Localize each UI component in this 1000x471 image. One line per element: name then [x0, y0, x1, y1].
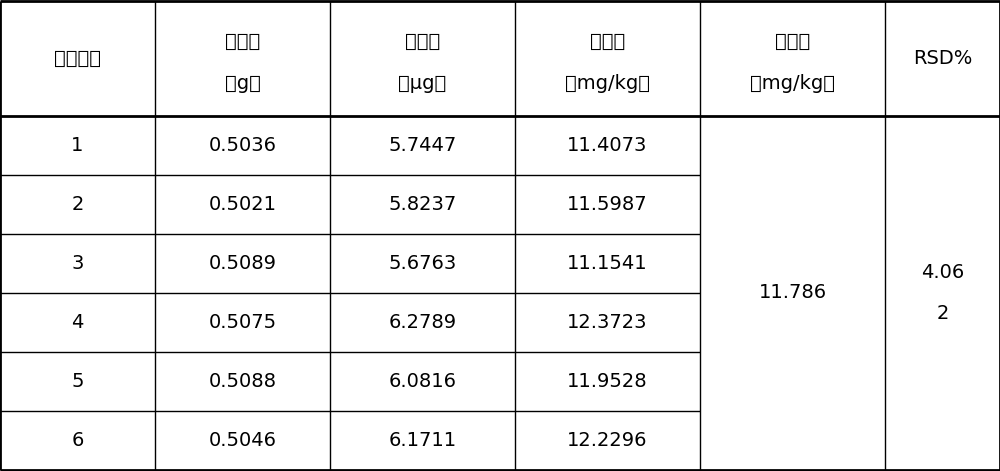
- Text: 铝含量: 铝含量: [590, 32, 625, 51]
- Text: 2: 2: [71, 195, 84, 214]
- Text: 6.1711: 6.1711: [388, 431, 457, 450]
- Text: 11.786: 11.786: [758, 284, 827, 302]
- Text: 11.4073: 11.4073: [567, 136, 648, 155]
- Text: 2: 2: [936, 304, 949, 323]
- Text: 6: 6: [71, 431, 84, 450]
- Text: 5: 5: [71, 372, 84, 391]
- Text: 铝含量: 铝含量: [405, 32, 440, 51]
- Text: 5.6763: 5.6763: [388, 254, 457, 273]
- Text: 0.5046: 0.5046: [208, 431, 276, 450]
- Text: 11.5987: 11.5987: [567, 195, 648, 214]
- Text: 6.0816: 6.0816: [388, 372, 456, 391]
- Text: 11.9528: 11.9528: [567, 372, 648, 391]
- Text: 11.1541: 11.1541: [567, 254, 648, 273]
- Text: 12.3723: 12.3723: [567, 313, 648, 332]
- Text: 4: 4: [71, 313, 84, 332]
- Text: 12.2296: 12.2296: [567, 431, 648, 450]
- Text: 平均值: 平均值: [775, 32, 810, 51]
- Text: （mg/kg）: （mg/kg）: [565, 74, 650, 93]
- Text: 0.5075: 0.5075: [208, 313, 277, 332]
- Text: 0.5036: 0.5036: [208, 136, 276, 155]
- Text: 6.2789: 6.2789: [388, 313, 457, 332]
- Text: 5.8237: 5.8237: [388, 195, 457, 214]
- Text: 取样量: 取样量: [225, 32, 260, 51]
- Text: 1: 1: [71, 136, 84, 155]
- Text: 4.06: 4.06: [921, 263, 964, 282]
- Text: 3: 3: [71, 254, 84, 273]
- Text: 5.7447: 5.7447: [388, 136, 457, 155]
- Text: RSD%: RSD%: [913, 49, 972, 68]
- Text: （μg）: （μg）: [398, 74, 447, 93]
- Text: 0.5088: 0.5088: [208, 372, 276, 391]
- Text: 0.5089: 0.5089: [208, 254, 276, 273]
- Text: 样品序号: 样品序号: [54, 49, 101, 68]
- Text: （mg/kg）: （mg/kg）: [750, 74, 835, 93]
- Text: 0.5021: 0.5021: [208, 195, 276, 214]
- Text: （g）: （g）: [225, 74, 260, 93]
